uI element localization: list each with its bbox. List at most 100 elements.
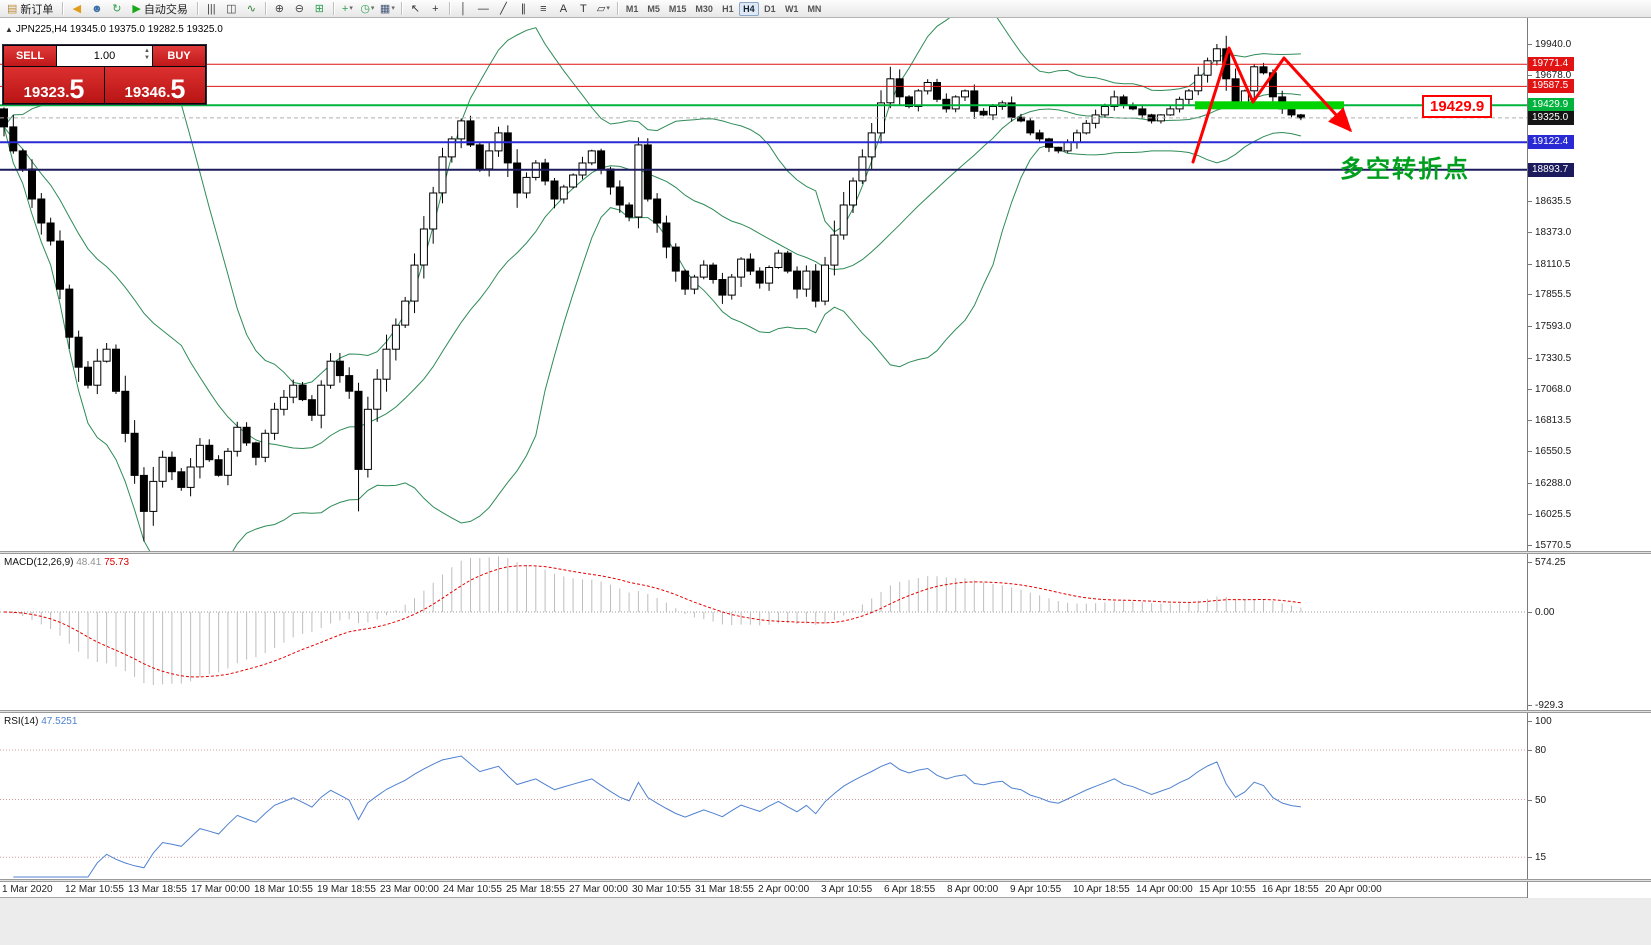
price-callout-label[interactable]: 19429.9 xyxy=(1422,95,1493,118)
macd-tick: -929.3 xyxy=(1527,699,1564,711)
price-tick: 18110.5 xyxy=(1527,258,1571,270)
vertical-line-icon[interactable]: │ xyxy=(454,1,473,17)
volume-value: 1.00 xyxy=(93,50,116,62)
time-tick: 19 Mar 18:55 xyxy=(317,884,376,895)
time-tick: 3 Apr 10:55 xyxy=(821,884,873,895)
tile-windows-icon[interactable]: ⊞ xyxy=(310,1,329,17)
macd-signal-value: 75.73 xyxy=(104,557,130,568)
shapes-icon[interactable]: ▱ ▾ xyxy=(594,1,613,17)
timeframe-mn[interactable]: MN xyxy=(807,3,822,14)
price-line-label: 19587.5 xyxy=(1528,79,1574,94)
toolbar-separator xyxy=(62,2,64,15)
price-tick: 19940.0 xyxy=(1527,39,1572,50)
buy-price-button[interactable]: 19346. 5 xyxy=(105,67,205,103)
time-tick: 27 Mar 00:00 xyxy=(569,884,628,895)
rsi-tick: 15 xyxy=(1527,852,1547,864)
sell-price-main: 19323. xyxy=(23,84,70,101)
fibonacci-icon: ≡ xyxy=(540,2,547,15)
chart-title-text: JPN225,H4 19345.0 19375.0 19282.5 19325.… xyxy=(15,24,223,35)
time-tick: 18 Mar 10:55 xyxy=(254,884,313,895)
candlestick-chart-icon: ◫ xyxy=(226,2,237,15)
dropdown-caret-icon[interactable]: ▾ xyxy=(370,4,375,12)
time-tick: 16 Apr 18:55 xyxy=(1262,884,1319,895)
bar-chart-icon[interactable]: ||| xyxy=(202,1,221,17)
text-icon[interactable]: A xyxy=(554,1,573,17)
zoom-in-icon[interactable]: ⊕ xyxy=(270,1,289,17)
buy-price-big-digit: 5 xyxy=(170,74,186,104)
price-tick: 18635.5 xyxy=(1527,195,1572,207)
auto-trading-button: ▶ xyxy=(132,3,141,15)
horizontal-line-icon[interactable]: — xyxy=(474,1,493,17)
pane-divider[interactable] xyxy=(0,551,1651,554)
timeframe-m15[interactable]: M15 xyxy=(668,3,687,14)
line-chart-icon[interactable]: ∿ xyxy=(242,1,261,17)
zoom-out-icon[interactable]: ⊖ xyxy=(290,1,309,17)
timeframe-w1[interactable]: W1 xyxy=(784,3,799,14)
rsi-value: 47.5251 xyxy=(41,716,78,727)
price-tick: 16813.5 xyxy=(1527,414,1572,426)
pane-divider[interactable] xyxy=(0,710,1651,713)
new-chart-icon[interactable]: + ▾ xyxy=(338,1,357,17)
dropdown-caret-icon[interactable]: ▾ xyxy=(349,4,353,12)
time-tick: 24 Mar 10:55 xyxy=(443,884,502,895)
candlestick-chart-icon[interactable]: ◫ xyxy=(222,1,241,17)
sell-button[interactable]: SELL xyxy=(4,46,56,66)
macd-pane[interactable]: MACD(12,26,9) 48.41 75.73 xyxy=(0,554,1527,710)
cursor-icon[interactable]: ↖ xyxy=(406,1,425,17)
crosshair-icon[interactable]: + xyxy=(426,1,445,17)
rsi-label: RSI(14) 47.5251 xyxy=(4,716,77,727)
refresh-icon[interactable]: ↻ xyxy=(107,1,126,17)
rsi-chart xyxy=(0,749,1527,878)
label-icon[interactable]: T xyxy=(574,1,593,17)
rsi-tick: 80 xyxy=(1527,745,1547,756)
new-order-button-label: 新订单 xyxy=(20,3,54,16)
timeframe-m1[interactable]: M1 xyxy=(625,3,639,14)
sell-price-big-digit: 5 xyxy=(69,74,85,104)
turning-point-annotation[interactable]: 多空转折点 xyxy=(1340,154,1470,183)
time-tick: 23 Mar 00:00 xyxy=(380,884,439,895)
channel-icon[interactable]: ∥ xyxy=(514,1,533,17)
main-chart-pane[interactable]: ▲ JPN225,H4 19345.0 19375.0 19282.5 19325… xyxy=(0,18,1527,551)
dropdown-caret-icon[interactable]: ▾ xyxy=(606,4,610,12)
dropdown-caret-icon[interactable]: ▾ xyxy=(391,4,395,12)
candles xyxy=(0,35,1305,542)
price-tick: 19678.0 xyxy=(1527,70,1572,82)
pane-divider[interactable] xyxy=(0,879,1651,882)
price-tick: 18373.0 xyxy=(1527,227,1572,239)
toolbar-separator xyxy=(616,2,618,15)
timeframe-m30[interactable]: M30 xyxy=(695,3,713,14)
price-axis[interactable]: 19940.0 19678.0 18635.5 18373.0 18110.5 17855… xyxy=(1527,18,1651,898)
price-tick: 15770.5 xyxy=(1527,540,1572,551)
support-zone-bar xyxy=(1195,101,1344,110)
price-tick: 17593.0 xyxy=(1527,321,1572,332)
announcement-icon[interactable]: ◀ xyxy=(67,1,86,17)
time-tick: 8 Apr 00:00 xyxy=(947,884,999,895)
auto-trading-button[interactable]: ▶ 自动交易 xyxy=(127,1,192,17)
sell-price-button[interactable]: 19323. 5 xyxy=(4,67,104,103)
timeframe-m5[interactable]: M5 xyxy=(647,3,660,14)
vertical-line-icon: │ xyxy=(459,2,467,15)
trendline-icon[interactable]: ╱ xyxy=(494,1,513,17)
profiles-icon[interactable]: ◷ ▾ xyxy=(358,1,377,17)
one-click-trading-panel: SELL 1.00 ▲ ▼ BUY 19323. 5 19346. 5 xyxy=(2,44,207,105)
timeframe-h4[interactable]: H4 xyxy=(738,1,759,16)
price-tick: 17855.5 xyxy=(1527,289,1572,301)
fibonacci-icon[interactable]: ≡ xyxy=(534,1,553,17)
volume-input[interactable]: 1.00 ▲ ▼ xyxy=(57,46,152,66)
time-axis[interactable]: 1 Mar 2020 12 Mar 10:55 13 Mar 18:55 17 Mar… xyxy=(0,882,1651,898)
rsi-pane[interactable]: RSI(14) 47.5251 xyxy=(0,713,1527,879)
time-tick: 30 Mar 10:55 xyxy=(632,884,691,895)
collapse-trade-panel-icon[interactable]: ▲ xyxy=(5,25,13,34)
timeframe-h1[interactable]: H1 xyxy=(722,3,734,14)
macd-chart xyxy=(0,556,1527,686)
time-tick: 1 Mar 2020 xyxy=(2,884,53,895)
toolbar-separator xyxy=(196,2,198,15)
volume-stepper[interactable]: ▲ ▼ xyxy=(144,48,150,61)
new-order-button[interactable]: ▤ 新订单 xyxy=(2,1,58,17)
profiles-icon: ◷ xyxy=(360,2,370,15)
templates-icon[interactable]: ▦ ▾ xyxy=(378,1,397,17)
buy-button[interactable]: BUY xyxy=(153,46,205,66)
rsi-tick: 50 xyxy=(1527,794,1547,806)
community-icon[interactable]: ☻ xyxy=(87,1,106,17)
timeframe-d1[interactable]: D1 xyxy=(764,3,776,14)
